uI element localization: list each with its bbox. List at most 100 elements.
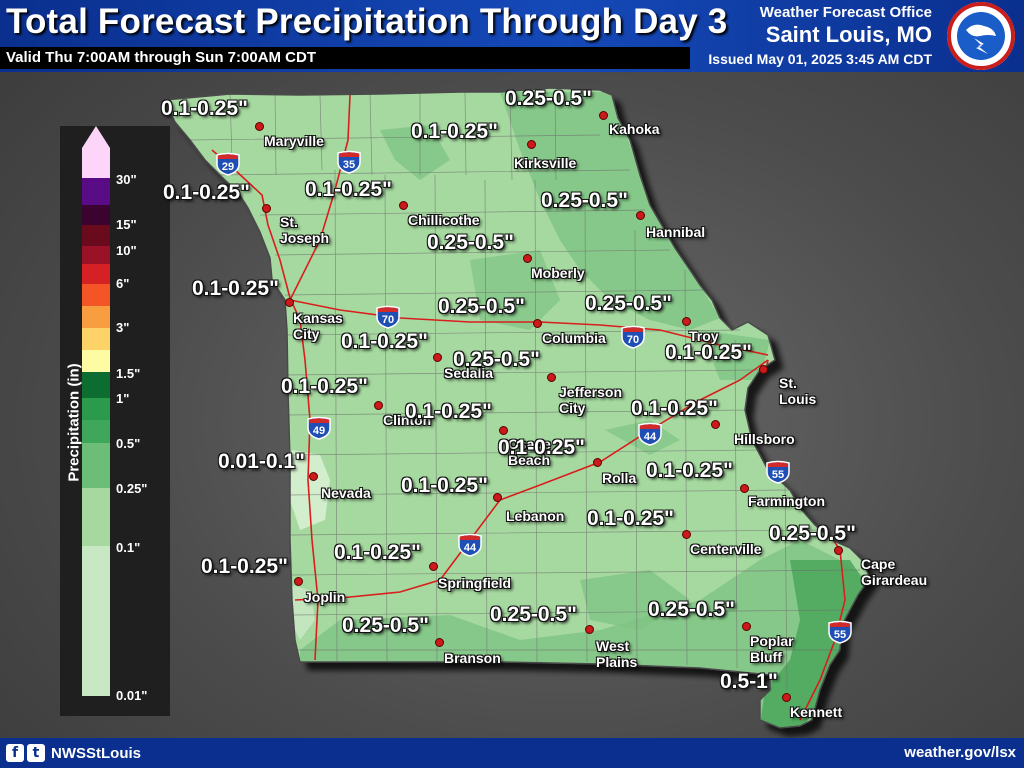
city-marker	[527, 140, 536, 149]
interstate-shield-icon: 70	[621, 325, 645, 349]
city-label: Springfield	[438, 575, 512, 591]
precip-amount-label: 0.25-0.5"	[490, 603, 578, 626]
footer-bar: f t NWSStLouis weather.gov/lsx	[0, 738, 1024, 768]
city-marker	[636, 211, 645, 220]
city-marker	[399, 201, 408, 210]
page-title: Total Forecast Precipitation Through Day…	[6, 2, 728, 41]
legend-tick: 0.01"	[116, 688, 148, 703]
facebook-icon[interactable]: f	[6, 744, 24, 762]
interstate-number: 35	[343, 159, 355, 171]
office-city: Saint Louis, MO	[765, 22, 932, 47]
city-label: Chillicothe	[408, 212, 480, 228]
city-label: Farmington	[748, 493, 825, 509]
legend-seg-0.5-0.75	[82, 420, 110, 443]
office-label: Weather Forecast Office	[759, 4, 932, 21]
precip-amount-label: 0.1-0.25"	[341, 330, 429, 353]
city-marker	[523, 254, 532, 263]
precip-amount-label: 0.1-0.25"	[161, 97, 249, 120]
interstate-number: 70	[382, 314, 394, 326]
precip-amount-label: 0.25-0.5"	[541, 189, 629, 212]
precip-amount-label: 0.5-1"	[720, 670, 778, 693]
legend-arrow	[82, 126, 110, 148]
city-label: Troy	[689, 328, 719, 344]
social-handle[interactable]: NWSStLouis	[51, 744, 141, 762]
interstate-number: 29	[222, 161, 234, 173]
legend-tick: 10"	[116, 243, 137, 258]
precip-amount-label: 0.1-0.25"	[401, 474, 489, 497]
city-label: Moberly	[531, 265, 585, 281]
city-marker	[682, 530, 691, 539]
city-marker	[309, 472, 318, 481]
legend-tick: 6"	[116, 276, 130, 291]
interstate-shield-icon: 55	[828, 620, 852, 644]
issued-time: Issued May 01, 2025 3:45 AM CDT	[708, 51, 932, 67]
interstate-number: 70	[627, 334, 639, 346]
city-label: St. Joseph	[280, 214, 330, 246]
interstate-number: 49	[313, 425, 325, 437]
precip-amount-label: 0.1-0.25"	[281, 375, 369, 398]
legend-tick: 1.5"	[116, 366, 141, 381]
precip-amount-label: 0.25-0.5"	[438, 295, 526, 318]
city-label: Maryville	[264, 133, 324, 149]
city-label: Cape Girardeau	[861, 556, 928, 588]
city-marker	[585, 625, 594, 634]
precip-amount-label: 0.25-0.5"	[342, 614, 430, 637]
twitter-icon[interactable]: t	[27, 744, 45, 762]
precip-amount-label: 0.25-0.5"	[453, 348, 541, 371]
city-marker	[429, 562, 438, 571]
city-label: Hillsboro	[734, 431, 795, 447]
precip-amount-label: 0.1-0.25"	[405, 400, 493, 423]
city-label: Hannibal	[646, 224, 706, 240]
city-label: Kirksville	[514, 155, 577, 171]
city-marker	[533, 319, 542, 328]
interstate-shield-icon: 35	[337, 150, 361, 174]
legend-seg-1.5-2	[82, 350, 110, 372]
precip-amount-label: 0.1-0.25"	[163, 181, 251, 204]
interstate-shield-icon: 44	[638, 422, 662, 446]
legend-seg-30	[82, 148, 110, 178]
valid-period: Valid Thu 7:00AM through Sun 7:00AM CDT	[6, 49, 317, 66]
city-marker	[782, 693, 791, 702]
city-label: Columbia	[542, 330, 606, 346]
legend-tick: 15"	[116, 217, 137, 232]
city-marker	[742, 622, 751, 631]
city-marker	[759, 365, 768, 374]
precip-amount-label: 0.1-0.25"	[201, 555, 289, 578]
city-label: Centerville	[690, 541, 762, 557]
legend-seg-0.25-0.5	[82, 443, 110, 488]
interstate-shield-icon: 29	[216, 152, 240, 176]
legend-seg-2-3	[82, 328, 110, 350]
legend-tick: 0.5"	[116, 436, 141, 451]
city-label: Kansas City	[293, 310, 343, 342]
valid-bar: Valid Thu 7:00AM through Sun 7:00AM CDT	[0, 47, 690, 69]
legend-seg-4-5	[82, 284, 110, 306]
city-label: Joplin	[304, 589, 346, 605]
legend-seg-0.01-0.1	[82, 546, 110, 696]
city-label: Osage Beach	[508, 436, 551, 468]
legend-tick: 0.1"	[116, 540, 141, 555]
city-marker	[599, 111, 608, 120]
website-link[interactable]: weather.gov/lsx	[904, 744, 1016, 761]
precip-amount-label: 0.25-0.5"	[427, 231, 515, 254]
city-label: Lebanon	[506, 508, 565, 524]
legend-title: Precipitation (in)	[65, 363, 83, 482]
legend-seg-15-30	[82, 178, 110, 205]
precip-amount-label: 0.1-0.25"	[665, 341, 753, 364]
interstate-number: 55	[772, 469, 784, 481]
precip-amount-label: 0.1-0.25"	[498, 436, 586, 459]
interstate-number: 55	[834, 629, 846, 641]
social-links[interactable]: f t NWSStLouis	[6, 744, 141, 762]
city-marker	[294, 577, 303, 586]
interstate-shield-icon: 55	[766, 460, 790, 484]
city-label: Kennett	[790, 704, 843, 720]
city-marker	[740, 484, 749, 493]
city-marker	[711, 420, 720, 429]
interstate-shield-icon: 70	[376, 305, 400, 329]
precip-amount-label: 0.25-0.5"	[585, 292, 673, 315]
precip-amount-label: 0.1-0.25"	[334, 541, 422, 564]
city-marker	[682, 317, 691, 326]
precip-amount-label: 0.1-0.25"	[192, 277, 280, 300]
legend-seg-5-6	[82, 264, 110, 284]
city-marker	[374, 401, 383, 410]
